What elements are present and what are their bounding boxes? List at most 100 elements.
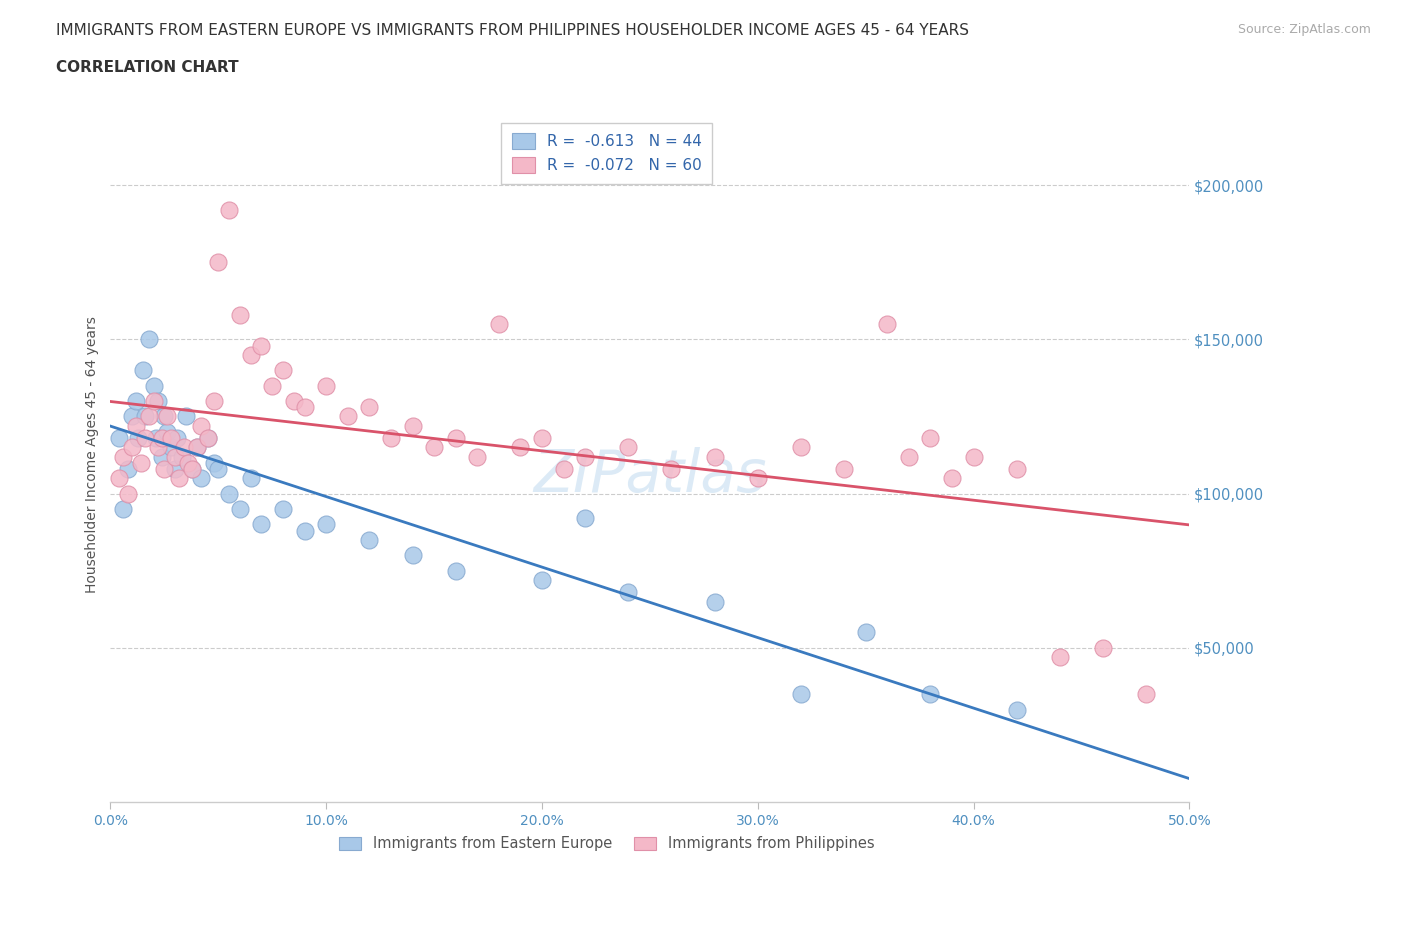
Point — [125, 418, 148, 433]
Point — [160, 431, 183, 445]
Point — [1049, 650, 1071, 665]
Point — [186, 440, 208, 455]
Point — [488, 316, 510, 331]
Point — [1005, 702, 1028, 717]
Point — [1092, 641, 1115, 656]
Point — [336, 409, 359, 424]
Point — [380, 431, 402, 445]
Point — [138, 409, 160, 424]
Point — [359, 532, 381, 547]
Point — [962, 449, 984, 464]
Point — [790, 440, 813, 455]
Point — [703, 449, 725, 464]
Point — [150, 449, 173, 464]
Point — [155, 409, 177, 424]
Point — [146, 393, 169, 408]
Point — [155, 424, 177, 439]
Point — [202, 456, 225, 471]
Point — [207, 461, 229, 476]
Point — [315, 517, 337, 532]
Point — [127, 431, 149, 445]
Point — [197, 431, 219, 445]
Point — [271, 501, 294, 516]
Point — [747, 471, 769, 485]
Point — [239, 471, 262, 485]
Point — [125, 393, 148, 408]
Point — [129, 456, 152, 471]
Point — [134, 409, 156, 424]
Point — [108, 471, 131, 485]
Point — [897, 449, 920, 464]
Text: CORRELATION CHART: CORRELATION CHART — [56, 60, 239, 75]
Point — [112, 501, 135, 516]
Point — [142, 379, 165, 393]
Point — [703, 594, 725, 609]
Point — [465, 449, 488, 464]
Point — [218, 486, 240, 501]
Point — [530, 573, 553, 588]
Point — [117, 486, 139, 501]
Point — [1135, 686, 1157, 701]
Point — [197, 431, 219, 445]
Point — [941, 471, 963, 485]
Point — [134, 431, 156, 445]
Point — [190, 418, 212, 433]
Point — [530, 431, 553, 445]
Point — [262, 379, 284, 393]
Point — [617, 585, 640, 600]
Text: Source: ZipAtlas.com: Source: ZipAtlas.com — [1237, 23, 1371, 36]
Point — [186, 440, 208, 455]
Point — [283, 393, 305, 408]
Point — [294, 524, 316, 538]
Point — [153, 409, 176, 424]
Point — [855, 625, 877, 640]
Point — [790, 686, 813, 701]
Point — [138, 332, 160, 347]
Point — [617, 440, 640, 455]
Point — [832, 461, 855, 476]
Point — [920, 686, 942, 701]
Point — [181, 461, 204, 476]
Point — [181, 461, 204, 476]
Point — [160, 440, 183, 455]
Point — [444, 564, 467, 578]
Point — [294, 400, 316, 415]
Point — [229, 501, 252, 516]
Point — [190, 471, 212, 485]
Y-axis label: Householder Income Ages 45 - 64 years: Householder Income Ages 45 - 64 years — [86, 316, 100, 593]
Point — [574, 511, 596, 525]
Point — [359, 400, 381, 415]
Point — [218, 203, 240, 218]
Point — [145, 431, 167, 445]
Point — [146, 440, 169, 455]
Point — [401, 548, 423, 563]
Point — [229, 307, 252, 322]
Point — [121, 440, 143, 455]
Point — [1005, 461, 1028, 476]
Point — [509, 440, 531, 455]
Point — [166, 431, 188, 445]
Point — [401, 418, 423, 433]
Point — [142, 393, 165, 408]
Point — [177, 456, 200, 471]
Point — [108, 431, 131, 445]
Point — [173, 440, 195, 455]
Point — [202, 393, 225, 408]
Point — [920, 431, 942, 445]
Point — [315, 379, 337, 393]
Legend: Immigrants from Eastern Europe, Immigrants from Philippines: Immigrants from Eastern Europe, Immigran… — [333, 830, 880, 857]
Point — [174, 409, 197, 424]
Point — [661, 461, 683, 476]
Point — [423, 440, 446, 455]
Point — [574, 449, 596, 464]
Text: ZIPatlas: ZIPatlas — [533, 447, 766, 504]
Point — [121, 409, 143, 424]
Point — [169, 471, 191, 485]
Point — [444, 431, 467, 445]
Point — [250, 339, 273, 353]
Point — [132, 363, 155, 378]
Point — [117, 461, 139, 476]
Point — [876, 316, 898, 331]
Point — [207, 255, 229, 270]
Point — [170, 449, 193, 464]
